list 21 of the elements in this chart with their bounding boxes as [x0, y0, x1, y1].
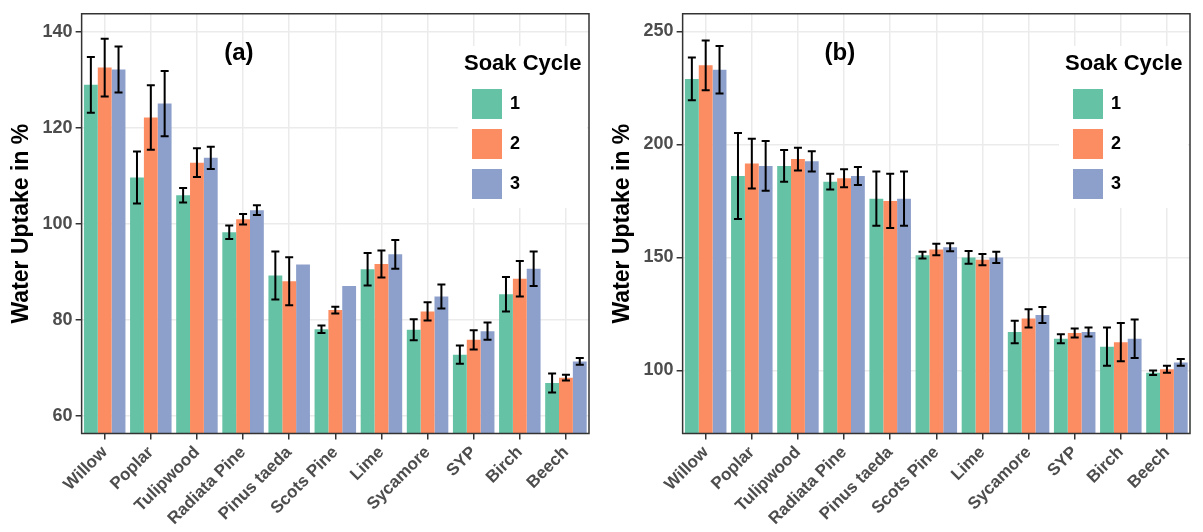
y-axis-title: Water Uptake in % [608, 123, 635, 324]
y-tick-label: 250 [643, 20, 674, 41]
y-tick-label: 200 [643, 133, 674, 154]
legend-label: 1 [1111, 93, 1122, 115]
legend-label: 3 [1111, 173, 1122, 195]
legend-label: 1 [510, 93, 521, 115]
y-tick-label: 140 [42, 21, 73, 42]
legend-title: Soak Cycle [464, 49, 582, 76]
y-tick-label: 120 [42, 117, 73, 138]
y-tick-label: 60 [52, 405, 73, 426]
y-tick-label: 100 [643, 359, 674, 380]
legend-title: Soak Cycle [1065, 49, 1183, 76]
legend-label: 2 [510, 133, 521, 155]
legend-label: 3 [510, 173, 521, 195]
y-axis-title: Water Uptake in % [7, 123, 34, 324]
y-tick-label: 100 [42, 213, 73, 234]
annotation: (a) [224, 38, 254, 66]
y-tick-label: 150 [643, 246, 674, 267]
y-tick-label: 80 [52, 309, 73, 330]
annotation: (b) [824, 38, 856, 66]
legend-label: 2 [1111, 133, 1122, 155]
